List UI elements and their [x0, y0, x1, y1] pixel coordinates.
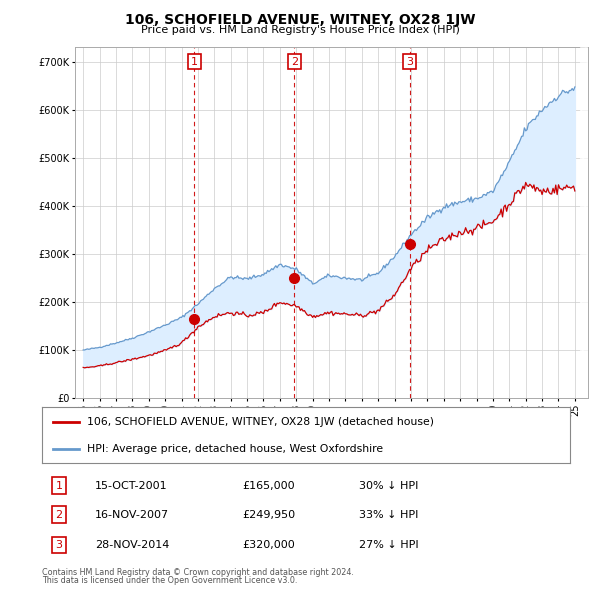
Bar: [580, 47, 588, 398]
Text: HPI: Average price, detached house, West Oxfordshire: HPI: Average price, detached house, West…: [87, 444, 383, 454]
Text: £165,000: £165,000: [242, 480, 295, 490]
Text: 33% ↓ HPI: 33% ↓ HPI: [359, 510, 418, 520]
Text: 27% ↓ HPI: 27% ↓ HPI: [359, 540, 418, 550]
Text: 2: 2: [55, 510, 62, 520]
Text: 1: 1: [55, 480, 62, 490]
Text: 106, SCHOFIELD AVENUE, WITNEY, OX28 1JW (detached house): 106, SCHOFIELD AVENUE, WITNEY, OX28 1JW …: [87, 417, 434, 427]
Text: 3: 3: [55, 540, 62, 550]
Text: 16-NOV-2007: 16-NOV-2007: [95, 510, 169, 520]
Text: £249,950: £249,950: [242, 510, 296, 520]
Text: £320,000: £320,000: [242, 540, 295, 550]
Text: 28-NOV-2014: 28-NOV-2014: [95, 540, 169, 550]
Text: This data is licensed under the Open Government Licence v3.0.: This data is licensed under the Open Gov…: [42, 576, 298, 585]
Text: 3: 3: [406, 57, 413, 67]
Text: Contains HM Land Registry data © Crown copyright and database right 2024.: Contains HM Land Registry data © Crown c…: [42, 568, 354, 577]
Text: 2: 2: [291, 57, 298, 67]
Text: 15-OCT-2001: 15-OCT-2001: [95, 480, 167, 490]
Text: 1: 1: [191, 57, 198, 67]
Text: 30% ↓ HPI: 30% ↓ HPI: [359, 480, 418, 490]
Text: Price paid vs. HM Land Registry's House Price Index (HPI): Price paid vs. HM Land Registry's House …: [140, 25, 460, 35]
Text: 106, SCHOFIELD AVENUE, WITNEY, OX28 1JW: 106, SCHOFIELD AVENUE, WITNEY, OX28 1JW: [125, 13, 475, 27]
